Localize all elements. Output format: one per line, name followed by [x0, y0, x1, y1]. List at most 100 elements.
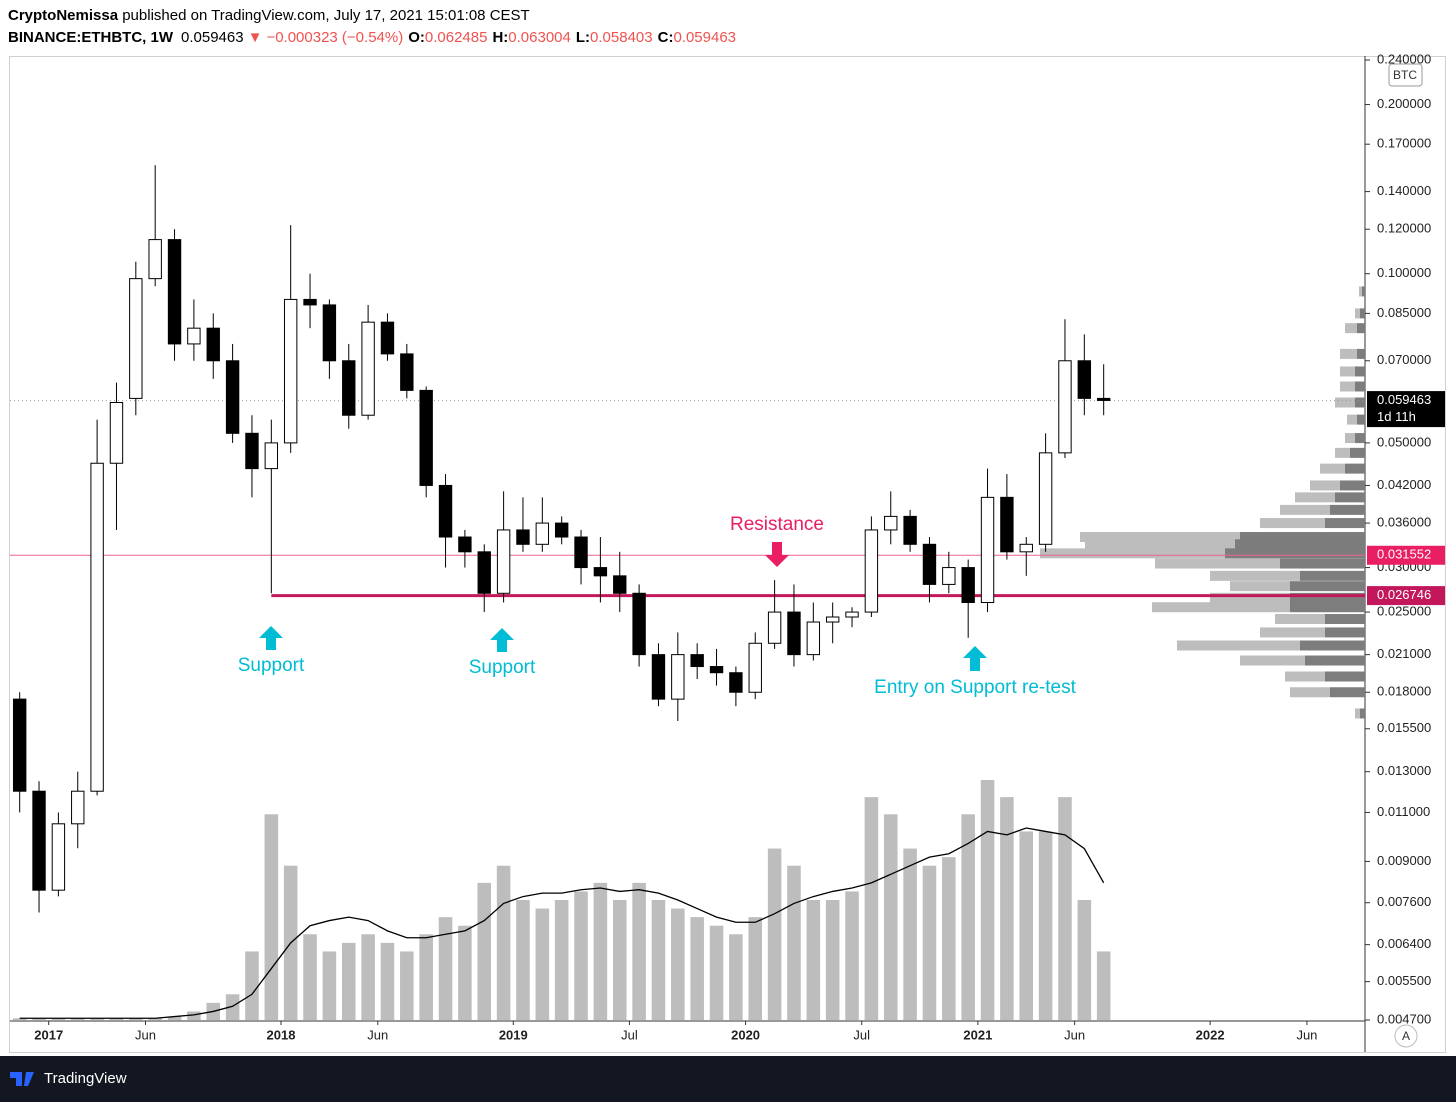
- candle-body: [613, 575, 627, 594]
- profile-dark: [1362, 286, 1365, 297]
- profile-light: [1080, 532, 1240, 543]
- profile-light: [1275, 614, 1325, 625]
- high-value: 0.063004: [508, 29, 571, 46]
- y-tick-label: 0.070000: [1377, 352, 1431, 367]
- profile-light: [1340, 348, 1357, 359]
- x-tick-label: 2020: [731, 1027, 760, 1042]
- profile-light: [1085, 539, 1235, 550]
- volume-bar: [593, 882, 608, 1020]
- profile-dark: [1325, 627, 1365, 638]
- price-label: 0.059463: [1377, 392, 1431, 407]
- profile-dark: [1355, 433, 1365, 444]
- volume-bar: [922, 865, 937, 1020]
- profile-dark: [1280, 558, 1365, 569]
- plot-layer: 0.240000 0.200000 0.170000 0.140000 0.120000…: [10, 51, 1445, 1042]
- volume-bar: [167, 1016, 182, 1020]
- volume-bar: [748, 917, 763, 1020]
- volume-bar: [825, 900, 840, 1020]
- x-tick-label: Jun: [367, 1027, 388, 1042]
- volume-bar: [729, 934, 743, 1020]
- x-tick-label: 2022: [1196, 1027, 1225, 1042]
- volume-bar: [903, 848, 917, 1020]
- candle-body: [496, 529, 511, 594]
- candle-body: [167, 239, 182, 345]
- profile-light: [1260, 518, 1325, 529]
- profile-light: [1240, 655, 1305, 666]
- candle-body: [961, 567, 975, 604]
- profile-light: [1230, 581, 1290, 592]
- candle-body: [342, 360, 356, 416]
- volume-bar: [1077, 900, 1092, 1020]
- annotations: Support Support Resistance Entry on Supp…: [238, 514, 1077, 698]
- volume-bar: [612, 900, 627, 1020]
- profile-dark: [1325, 614, 1365, 625]
- candle-body: [90, 462, 104, 792]
- candle-body: [225, 360, 240, 434]
- profile-light: [1310, 480, 1340, 491]
- candle-body: [554, 522, 569, 538]
- profile-dark: [1357, 414, 1365, 425]
- header-line-1: CryptoNemissa published on TradingView.c…: [8, 7, 530, 24]
- close-label: C:: [658, 29, 674, 46]
- profile-light: [1290, 687, 1330, 698]
- y-tick-label: 0.018000: [1377, 684, 1431, 699]
- y-tick-label: 0.005500: [1377, 973, 1431, 988]
- candle-body: [361, 321, 375, 416]
- chart-frame: [9, 56, 1446, 1053]
- volume-bar: [496, 865, 511, 1020]
- header-line-2: BINANCE:ETHBTC, 1W 0.059463 ▼ −0.000323 (−0…: [8, 29, 736, 46]
- price-label-box: [1367, 391, 1445, 428]
- profile-light: [1152, 602, 1290, 613]
- candle-body: [32, 790, 46, 891]
- low-label: L:: [576, 29, 590, 46]
- auto-scale-button[interactable]: [1394, 1024, 1418, 1048]
- profile-light: [1340, 366, 1355, 377]
- profile-light: [1210, 570, 1300, 581]
- profile-light: [1155, 558, 1280, 569]
- profile-light: [1210, 592, 1290, 603]
- candle-body: [1038, 452, 1053, 545]
- profile-light: [1340, 381, 1355, 392]
- volume-bar: [438, 917, 453, 1020]
- profile-dark: [1225, 548, 1365, 559]
- volume-bar: [845, 891, 859, 1020]
- candle-body: [477, 551, 491, 594]
- auto-scale-label[interactable]: A: [1402, 1029, 1410, 1043]
- profile-light: [1260, 627, 1325, 638]
- candle-body: [787, 611, 801, 656]
- volume-bar: [1096, 951, 1111, 1020]
- profile-dark: [1340, 480, 1365, 491]
- candle-body: [845, 611, 859, 618]
- candle-body: [51, 823, 66, 891]
- profile-dark: [1290, 581, 1365, 592]
- candle-body: [206, 327, 220, 362]
- profile-light: [1177, 640, 1300, 651]
- price-label: 0.026746: [1377, 587, 1431, 602]
- candle-body: [748, 642, 762, 693]
- profile-light: [1040, 548, 1225, 559]
- profile-light: [1335, 447, 1350, 458]
- y-tick-label: 0.240000: [1377, 51, 1431, 66]
- volume-bar: [90, 1018, 104, 1020]
- profile-dark: [1235, 539, 1365, 550]
- y-tick-label: 0.013000: [1377, 763, 1431, 778]
- y-tick-label: 0.021000: [1377, 646, 1431, 661]
- profile-dark: [1357, 348, 1365, 359]
- profile-light: [1295, 492, 1335, 503]
- y-tick-label: 0.085000: [1377, 305, 1431, 320]
- candle-body: [709, 666, 724, 674]
- high-label: H:: [492, 29, 508, 46]
- price-label: 0.031552: [1377, 547, 1431, 562]
- currency: BTC: [1393, 68, 1417, 82]
- y-tick-label: 0.100000: [1377, 265, 1431, 280]
- y-tick-label: 0.009000: [1377, 853, 1431, 868]
- volume-bar: [574, 891, 588, 1020]
- profile-dark: [1360, 708, 1365, 719]
- y-tick-label: 0.006400: [1377, 936, 1431, 951]
- price-label-box: [1367, 586, 1445, 606]
- candle-body: [690, 654, 704, 668]
- countdown: 1d 11h: [1377, 409, 1416, 424]
- x-tick-label: Jul: [853, 1027, 870, 1042]
- profile-light: [1320, 463, 1345, 474]
- candle-body: [903, 515, 917, 545]
